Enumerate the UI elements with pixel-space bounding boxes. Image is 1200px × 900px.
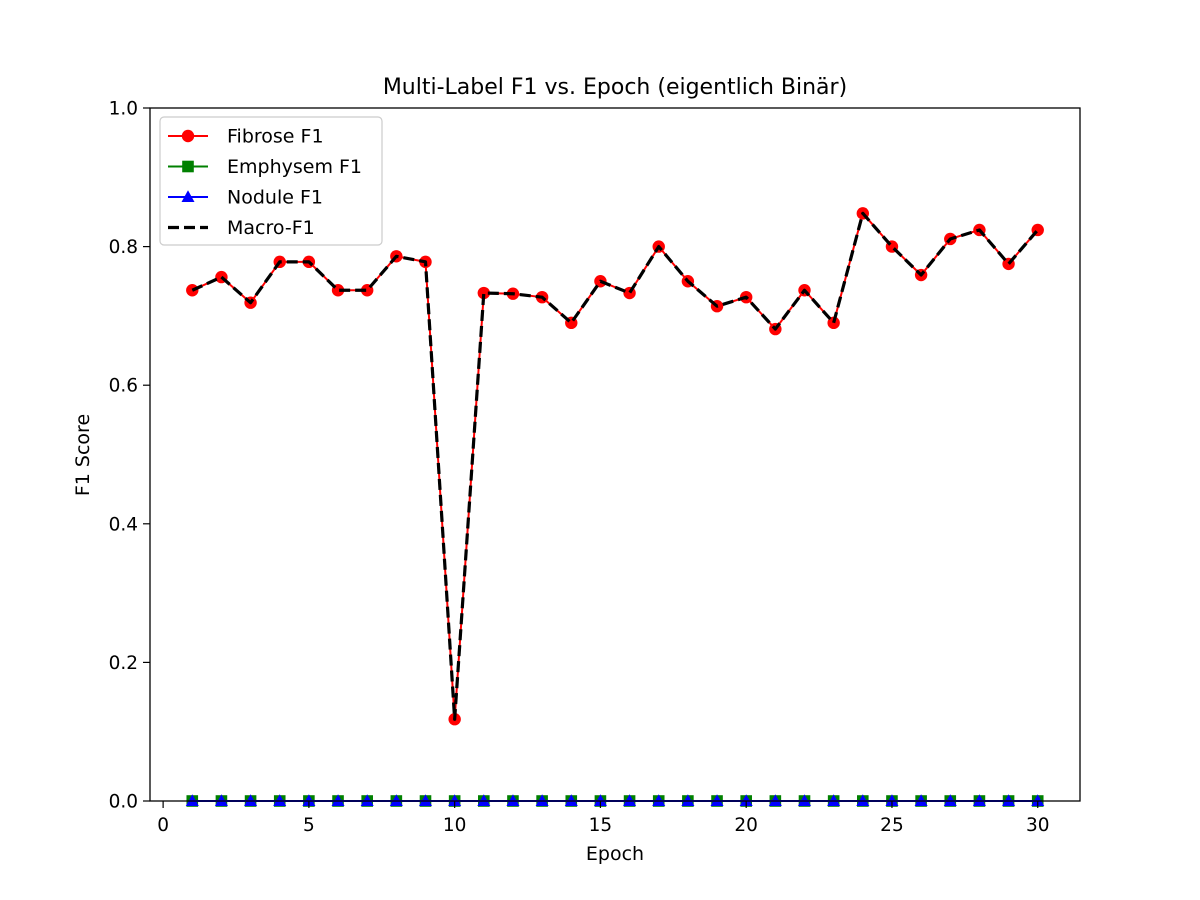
data-point-nodule-f1 xyxy=(273,794,287,806)
series-macro-f1 xyxy=(191,211,1039,721)
data-point-nodule-f1 xyxy=(535,794,549,806)
x-tick-label: 5 xyxy=(303,815,315,836)
x-axis: 0 5 10 15 20 25 30 xyxy=(157,801,1050,836)
data-point-nodule-f1 xyxy=(1002,794,1016,806)
data-point-nodule-f1 xyxy=(856,794,870,806)
legend-label-fibrose-f1: Fibrose F1 xyxy=(227,126,324,148)
data-point-nodule-f1 xyxy=(623,794,637,806)
data-point-nodule-f1 xyxy=(827,794,841,806)
data-point-nodule-f1 xyxy=(448,794,462,806)
data-point-nodule-f1 xyxy=(506,794,520,806)
legend-label-emphysem-f1: Emphysem F1 xyxy=(227,156,362,178)
data-point-nodule-f1 xyxy=(477,794,491,806)
data-point-nodule-f1 xyxy=(244,794,258,806)
legend-marker-nodule-f1 xyxy=(181,190,195,202)
y-tick-label: 0.2 xyxy=(109,653,138,674)
legend-box xyxy=(159,116,383,246)
data-point-nodule-f1 xyxy=(331,794,345,806)
x-tick-label: 0 xyxy=(157,815,169,836)
chart-title: Multi-Label F1 vs. Epoch (eigentlich Bin… xyxy=(383,75,847,100)
data-point-fibrose-f1 xyxy=(477,286,491,300)
data-point-nodule-f1 xyxy=(768,794,782,806)
data-point-nodule-f1 xyxy=(564,794,578,806)
data-point-nodule-f1 xyxy=(302,794,316,806)
data-point-nodule-f1 xyxy=(972,794,986,806)
data-point-nodule-f1 xyxy=(419,794,433,806)
x-tick-label: 30 xyxy=(1026,815,1050,836)
y-tick-label: 0.6 xyxy=(109,376,138,397)
data-point-nodule-f1 xyxy=(593,794,607,806)
y-tick-label: 1.0 xyxy=(109,99,138,120)
data-point-nodule-f1 xyxy=(214,794,228,806)
data-point-nodule-f1 xyxy=(943,794,957,806)
data-point-nodule-f1 xyxy=(914,794,928,806)
data-point-nodule-f1 xyxy=(681,794,695,806)
legend-marker-emphysem-f1 xyxy=(182,160,194,173)
y-tick-label: 0.8 xyxy=(109,237,138,258)
y-tick-label: 0.0 xyxy=(109,792,138,813)
data-point-fibrose-f1 xyxy=(827,316,840,330)
x-axis-label: Epoch xyxy=(586,843,644,865)
legend: Fibrose F1 Emphysem F1 Nodule F1 Macro-F1 xyxy=(159,116,383,246)
data-point-nodule-f1 xyxy=(652,794,666,806)
x-tick-label: 10 xyxy=(443,815,467,836)
y-tick-label: 0.4 xyxy=(109,514,138,535)
data-point-nodule-f1 xyxy=(1031,794,1045,806)
data-point-nodule-f1 xyxy=(710,794,724,806)
legend-label-nodule-f1: Nodule F1 xyxy=(227,187,323,209)
series-line-macro-f1 xyxy=(191,211,1039,721)
plot-frame xyxy=(149,107,1081,802)
x-tick-label: 20 xyxy=(734,815,758,836)
data-point-nodule-f1 xyxy=(797,794,811,806)
x-tick-label: 15 xyxy=(589,815,613,836)
legend-label-macro-f1: Macro-F1 xyxy=(227,217,315,239)
data-point-nodule-f1 xyxy=(885,794,899,806)
data-point-nodule-f1 xyxy=(360,794,374,806)
data-point-nodule-f1 xyxy=(739,794,753,806)
x-tick-label: 25 xyxy=(880,815,904,836)
data-point-nodule-f1 xyxy=(389,794,403,806)
y-axis: 0.0 0.2 0.4 0.6 0.8 1.0 xyxy=(109,99,150,813)
legend-marker-fibrose-f1 xyxy=(181,129,195,143)
data-point-nodule-f1 xyxy=(185,794,199,806)
y-axis-label: F1 Score xyxy=(72,414,94,496)
